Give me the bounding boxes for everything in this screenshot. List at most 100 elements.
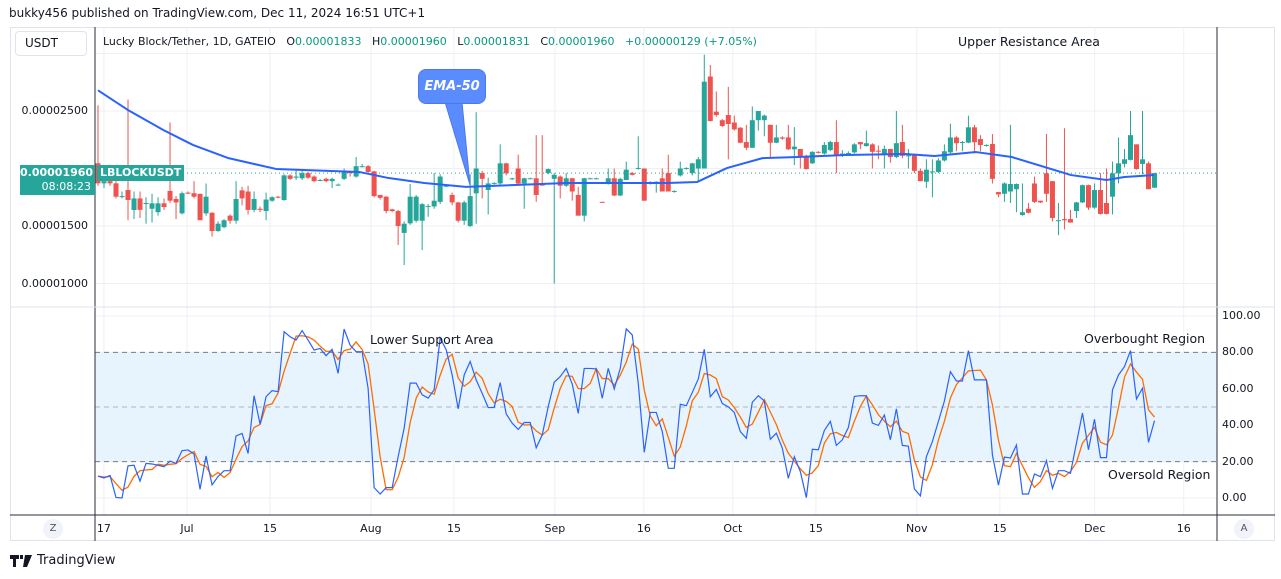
candle-body: [1061, 219, 1067, 221]
open-value: 0.00001833: [294, 35, 362, 48]
candle: [719, 119, 725, 128]
candle: [539, 135, 545, 186]
candle: [557, 175, 563, 199]
candle-body: [317, 180, 323, 181]
candle: [521, 177, 527, 209]
candle: [953, 136, 959, 152]
candle-body: [905, 155, 911, 157]
tradingview-logo[interactable]: TradingView: [10, 553, 116, 568]
candle: [545, 168, 551, 175]
currency-button[interactable]: USDT: [15, 31, 87, 56]
candle-body: [209, 212, 215, 232]
candle-body: [815, 151, 821, 153]
candle-body: [371, 171, 377, 197]
candle-body: [689, 163, 695, 174]
candle-body: [635, 167, 641, 169]
candle-body: [1115, 163, 1121, 174]
candle: [377, 194, 383, 200]
candle: [779, 136, 785, 140]
candle-body: [269, 197, 275, 201]
candle-body: [911, 154, 917, 171]
candle: [209, 212, 215, 237]
candle-body: [1067, 219, 1073, 223]
candle: [239, 186, 245, 206]
stoch-band: [95, 172, 1217, 463]
time-axis-label: Sep: [544, 522, 566, 535]
candle: [959, 140, 965, 152]
candle: [575, 186, 581, 216]
candle-body: [233, 198, 239, 221]
candle: [605, 168, 611, 185]
zoom-reset-button[interactable]: Z: [43, 519, 63, 539]
open-label: O: [286, 35, 295, 48]
auto-scale-button[interactable]: A: [1234, 519, 1254, 539]
candle: [731, 115, 737, 131]
candle: [815, 151, 821, 154]
candle: [1127, 111, 1133, 161]
candle-body: [239, 190, 245, 199]
candle-body: [611, 178, 617, 196]
candle-body: [491, 182, 497, 184]
candle-body: [299, 173, 305, 179]
candle-body: [509, 178, 515, 180]
candle-body: [599, 201, 605, 203]
annotation-upper-resistance: Upper Resistance Area: [958, 34, 1100, 49]
candle: [683, 167, 689, 170]
candle-body: [449, 194, 455, 203]
candle: [833, 120, 839, 174]
candle: [761, 114, 767, 137]
candle: [947, 123, 953, 154]
candle-body: [935, 160, 941, 172]
candle: [1085, 184, 1091, 210]
candle: [701, 54, 707, 169]
candle-body: [407, 196, 413, 224]
candle-body: [413, 196, 419, 221]
brand-name: TradingView: [37, 553, 116, 568]
candle: [977, 135, 983, 152]
candle: [233, 181, 239, 224]
candle-body: [107, 181, 113, 184]
candle: [737, 127, 743, 144]
candle-body: [131, 198, 137, 211]
candle: [689, 162, 695, 176]
candle: [317, 178, 323, 182]
candle-body: [221, 220, 227, 228]
candle: [1061, 128, 1067, 230]
candle: [893, 111, 899, 159]
candle: [263, 192, 269, 221]
candle: [1031, 176, 1037, 203]
candle-body: [995, 192, 1001, 195]
candle: [911, 153, 917, 174]
candle: [179, 191, 185, 215]
candle-body: [749, 120, 755, 148]
candle-body: [479, 173, 485, 179]
candle: [155, 197, 161, 216]
candle-body: [725, 115, 731, 124]
candle: [629, 171, 635, 176]
candle: [1121, 148, 1127, 168]
candle: [641, 168, 647, 201]
candle: [875, 145, 881, 160]
candle: [1139, 111, 1145, 175]
candle-body: [1152, 173, 1157, 188]
candle-body: [521, 178, 527, 184]
candle: [323, 177, 329, 183]
candle: [569, 177, 575, 201]
candle-body: [275, 196, 281, 198]
candle: [929, 159, 935, 198]
current-price-label: 0.00001960 08:08:23: [20, 165, 95, 195]
candle-body: [1127, 135, 1133, 160]
candle: [635, 136, 641, 170]
candle-body: [101, 181, 107, 184]
candle-body: [851, 144, 857, 153]
candle: [935, 158, 941, 174]
symbol-title[interactable]: Lucky Block/Tether, 1D, GATEIO: [103, 35, 276, 48]
candle-body: [785, 137, 791, 150]
candle: [269, 196, 275, 202]
candle-body: [1031, 183, 1037, 202]
bar-countdown: 08:08:23: [41, 180, 91, 193]
candle-body: [113, 183, 119, 197]
candle: [173, 196, 179, 220]
candle: [1013, 183, 1019, 213]
